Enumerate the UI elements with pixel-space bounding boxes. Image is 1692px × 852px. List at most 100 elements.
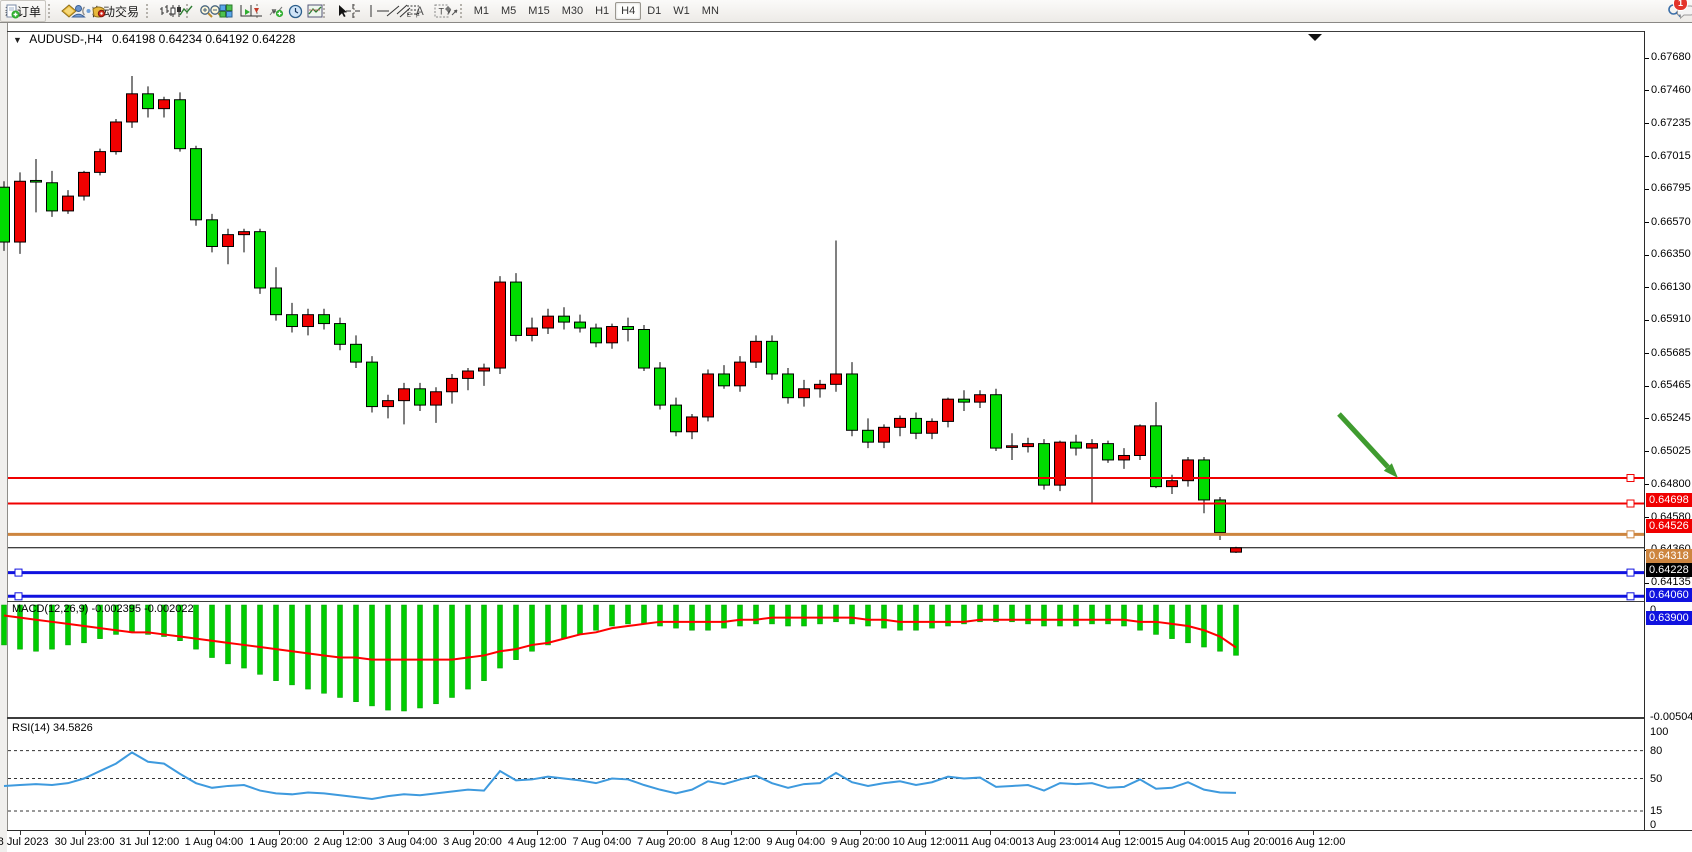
bull-candle <box>974 394 986 403</box>
ohlc-label: 0.64198 0.64234 0.64192 0.64228 <box>111 32 296 46</box>
line-handle[interactable] <box>14 568 23 577</box>
time-axis-label: 7 Aug 04:00 <box>572 836 632 848</box>
macd-histogram-bar <box>193 604 199 650</box>
macd-histogram-bar <box>497 604 503 669</box>
bear-candle <box>334 323 346 345</box>
price-axis-label: 0.66350 <box>1651 248 1691 261</box>
fibonacci-button[interactable]: F <box>401 0 420 22</box>
arrow-object-head[interactable] <box>1383 463 1398 478</box>
bear-candle <box>510 281 522 336</box>
macd-histogram-bar <box>1057 604 1063 627</box>
bear-candle <box>766 340 778 375</box>
time-axis-tick <box>731 831 733 835</box>
line-handle[interactable] <box>1626 592 1635 601</box>
candlestick-chart-button[interactable] <box>164 0 182 22</box>
cursor-button[interactable] <box>331 0 347 22</box>
new-order-button[interactable]: 新订单 <box>0 0 47 22</box>
notifications-button[interactable]: 1 <box>1672 0 1692 22</box>
timeframe-button-h4[interactable]: H4 <box>615 2 642 20</box>
toolbar-grip <box>459 4 466 18</box>
macd-histogram-bar <box>209 604 215 658</box>
auto-scroll-button[interactable] <box>234 0 253 22</box>
bull-candle <box>814 383 826 390</box>
price-axis[interactable]: 0.67680 0.67460 0.67235 0.67015 0.66795 0.665… <box>1644 31 1692 838</box>
timeframe-button-m15[interactable]: M15 <box>528 5 550 17</box>
zoom-in-button[interactable] <box>194 0 213 22</box>
arrow-objects-button[interactable]: ▼ <box>439 0 458 22</box>
rsi-axis-label: 80 <box>1650 744 1663 757</box>
price-macd-separator[interactable] <box>7 601 1692 602</box>
profile-button[interactable] <box>56 0 77 22</box>
timeframe-button-h1[interactable]: H1 <box>595 5 610 17</box>
price-pane[interactable] <box>0 32 1644 601</box>
time-axis[interactable]: 28 Jul 2023 30 Jul 23:00 31 Jul 12:00 1 Aug… <box>0 830 1692 852</box>
bar-chart-button[interactable] <box>154 0 174 22</box>
price-line-badge: 0.64698 <box>1646 493 1692 508</box>
bear-candle <box>590 327 602 344</box>
macd-histogram-bar <box>353 604 359 702</box>
time-axis-label: 15 Aug 04:00 <box>1151 836 1217 848</box>
bear-candle <box>270 287 282 316</box>
rsi-pane[interactable] <box>3 720 1644 830</box>
svg-text:E: E <box>407 13 411 19</box>
bull-candle <box>606 326 618 344</box>
line-handle[interactable] <box>1626 530 1635 539</box>
line-chart-button[interactable] <box>174 0 193 22</box>
horizontal-line-button[interactable] <box>371 0 389 22</box>
auto-trading-button[interactable]: 自动交易 <box>86 0 144 22</box>
timeframe-button-w1[interactable]: W1 <box>673 5 690 17</box>
community-button[interactable] <box>66 0 86 22</box>
timeframe-button-m5[interactable]: M5 <box>501 5 517 17</box>
fibonacci-icon: F <box>406 5 420 20</box>
timeframe-button-m1[interactable]: M1 <box>473 5 490 17</box>
text-label-button[interactable]: T <box>429 0 449 22</box>
text-button[interactable]: A <box>411 0 429 22</box>
bull-candle <box>1230 547 1242 553</box>
line-handle[interactable] <box>1626 568 1635 577</box>
bull-candle <box>62 195 74 212</box>
time-axis-label: 3 Aug 04:00 <box>378 836 438 848</box>
search-button[interactable] <box>1662 0 1682 22</box>
bear-candle <box>990 394 1002 449</box>
toolbar-grip <box>146 4 152 18</box>
macd-histogram-bar <box>1 604 7 646</box>
timeframe-button-d1[interactable]: D1 <box>647 5 662 17</box>
vertical-line-button[interactable] <box>361 0 372 22</box>
time-axis-tick <box>213 831 215 835</box>
bull-candle <box>1118 454 1130 461</box>
timeframe-button-mn[interactable]: MN <box>701 5 719 17</box>
bull-candle <box>478 367 490 372</box>
trendline-button[interactable] <box>381 0 400 22</box>
price-axis-label: 0.65245 <box>1651 411 1691 424</box>
time-axis-tick <box>537 831 539 835</box>
macd-histogram-bar <box>305 604 311 690</box>
macd-pane[interactable] <box>1 602 1644 717</box>
periods-button[interactable]: ▼ <box>283 0 303 22</box>
macd-histogram-bar <box>1025 604 1031 625</box>
tile-windows-button[interactable] <box>214 0 233 22</box>
one-click-trading-toggle[interactable]: ▼ <box>13 35 22 45</box>
chart-shift-marker[interactable] <box>1308 34 1322 41</box>
macd-rsi-separator[interactable] <box>7 717 1692 719</box>
bull-candle <box>398 388 410 402</box>
templates-button[interactable]: ▼ <box>302 0 323 22</box>
line-handle[interactable] <box>1626 499 1635 508</box>
arrow-object-shaft[interactable] <box>1337 412 1390 469</box>
bull-candle <box>302 314 314 328</box>
macd-histogram-bar <box>465 604 471 690</box>
line-handle[interactable] <box>14 592 23 601</box>
bull-candle <box>878 426 890 443</box>
price-line-badge: 0.64318 <box>1646 549 1692 564</box>
line-handle[interactable] <box>1626 474 1635 483</box>
bear-candle <box>174 99 186 150</box>
macd-histogram-bar <box>993 604 999 623</box>
crosshair-button[interactable] <box>341 0 360 22</box>
timeframe-button-m30[interactable]: M30 <box>561 5 584 17</box>
macd-histogram-bar <box>161 604 167 637</box>
chart-shift-button[interactable] <box>244 0 263 22</box>
price-axis-tick <box>1645 418 1649 420</box>
price-axis-label: 0.67460 <box>1651 83 1691 96</box>
time-axis-tick <box>1248 831 1250 835</box>
macd-histogram-bar <box>625 604 631 625</box>
indicators-button[interactable]: ▼ <box>264 0 284 22</box>
